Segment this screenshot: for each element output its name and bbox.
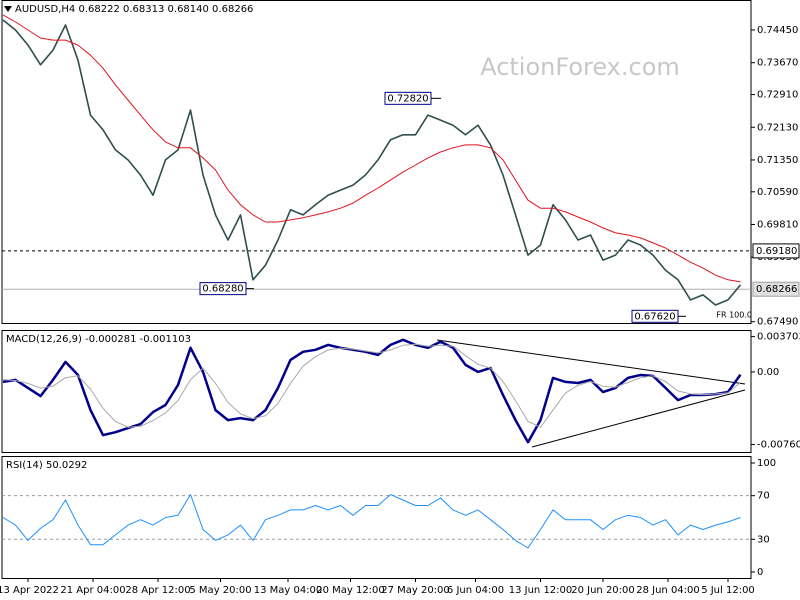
y-tick-label: 0.72910 (757, 90, 798, 101)
panel-title: MACD(12,26,9) -0.000281 -0.001103 (6, 334, 191, 345)
annotation-label: 0.68280 (202, 284, 243, 295)
x-tick-label: 13 May 04:00 (254, 585, 323, 596)
panel-title: RSI(14) 50.0292 (6, 460, 87, 471)
series-line (2, 494, 741, 549)
x-tick-label: 6 Jun 04:00 (447, 585, 504, 596)
y-tick-label: 0.72130 (757, 122, 798, 133)
panel-frame (1, 456, 752, 579)
x-tick-label: 5 May 20:00 (189, 585, 251, 596)
y-tick-label: -0.007608 (757, 439, 800, 450)
y-tick-label: 30 (757, 534, 770, 545)
panel-title: AUDUSD,H4 0.68222 0.68313 0.68140 0.6826… (15, 4, 253, 15)
y-tick-label: 0.74450 (757, 25, 798, 36)
series-line (2, 343, 741, 428)
price-box (752, 281, 800, 297)
trend-line (531, 389, 746, 448)
fr-label: FR 100.0 (716, 311, 752, 320)
price-box (752, 243, 800, 259)
menu-arrow (4, 6, 12, 12)
y-tick-label: 70 (757, 491, 770, 502)
x-tick-label: 13 Apr 2022 (0, 585, 59, 596)
y-tick-label: 0.69810 (757, 219, 798, 230)
y-tick-label: 0.71350 (757, 155, 798, 166)
y-tick-label: 100 (757, 458, 776, 469)
series-line (2, 14, 741, 283)
price-box-label: 0.69180 (756, 246, 797, 257)
annotation-label: 0.67620 (634, 311, 675, 322)
panel-frame (1, 0, 752, 324)
y-tick-label: 0.00 (757, 367, 779, 378)
watermark: ActionForex.com (480, 53, 680, 81)
x-tick-label: 5 Jul 12:00 (701, 585, 755, 596)
x-tick-label: 27 May 20:00 (381, 585, 450, 596)
y-tick-label: 0.67490 (757, 317, 798, 328)
price-box-label: 0.68266 (756, 284, 797, 295)
panel-frame (1, 330, 752, 453)
trend-line (436, 339, 746, 385)
y-tick-label: 0.73670 (757, 58, 798, 69)
x-tick-label: 28 Jun 04:00 (636, 585, 700, 596)
x-tick-label: 28 Apr 12:00 (125, 585, 190, 596)
series-line (2, 19, 742, 306)
y-tick-label: 0.70590 (757, 187, 798, 198)
x-tick-label: 20 May 12:00 (316, 585, 385, 596)
y-tick-label: 0.003703 (757, 332, 800, 343)
x-tick-label: 20 Jun 20:00 (571, 585, 635, 596)
y-tick-label: 0 (757, 567, 763, 578)
x-tick-label: 13 Jun 12:00 (509, 585, 573, 596)
x-tick-label: 21 Apr 04:00 (60, 585, 125, 596)
annotation-label: 0.72820 (387, 93, 428, 104)
